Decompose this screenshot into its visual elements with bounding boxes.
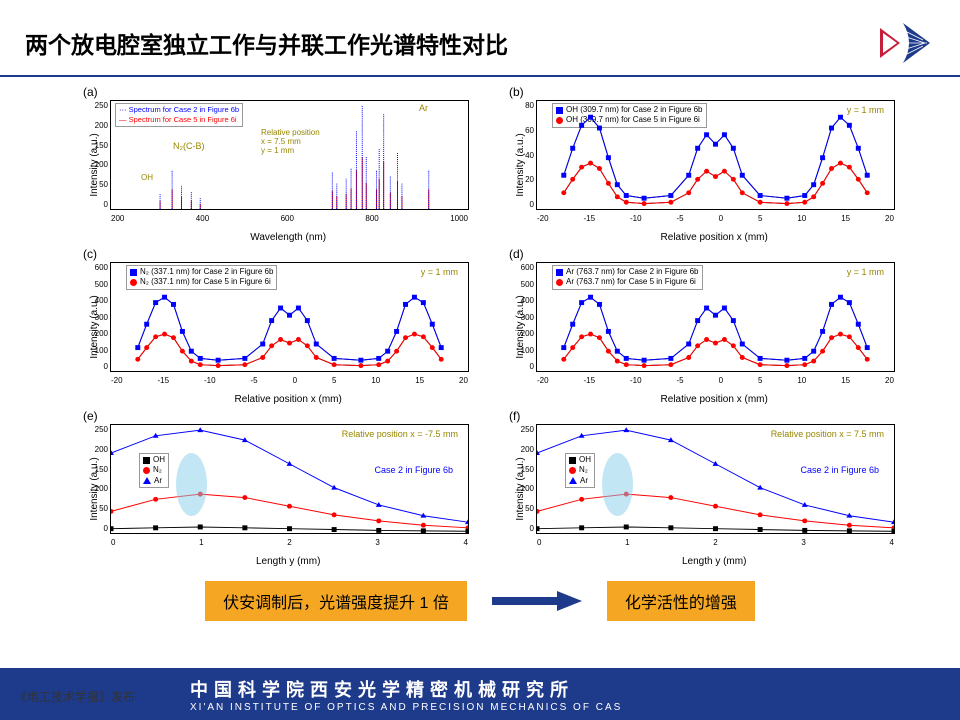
panel-tag: (f) xyxy=(509,409,520,423)
attribution: 《电工技术学报》发布 xyxy=(15,688,135,705)
x-axis-label: Relative position x (mm) xyxy=(661,232,768,243)
panel-tag: (d) xyxy=(509,247,524,261)
x-axis-label: Wavelength (nm) xyxy=(250,232,326,243)
chart-d: (d) Intensity (a.u.) Ar (763.7 nm) for C… xyxy=(481,247,905,407)
x-axis-label: Length y (mm) xyxy=(256,556,320,567)
x-axis-label: Relative position x (mm) xyxy=(661,394,768,405)
charts-grid: (a) Intensity (a.u.) ⋯ Spectrum for Case… xyxy=(0,85,960,569)
panel-tag: (e) xyxy=(83,409,98,423)
summary-box-1: 伏安调制后，光谱强度提升 1 倍 xyxy=(205,581,467,621)
x-axis-label: Length y (mm) xyxy=(682,556,746,567)
chart-f: (f) Intensity (a.u.) OH N₂ Ar Relative p… xyxy=(481,409,905,569)
panel-tag: (b) xyxy=(509,85,524,99)
chart-b: (b) Intensity (a.u.) OH (309.7 nm) for C… xyxy=(481,85,905,245)
institute-logo xyxy=(875,18,935,68)
footer-subtitle: XI'AN INSTITUTE OF OPTICS AND PRECISION … xyxy=(190,702,622,713)
summary-box-2: 化学活性的增强 xyxy=(607,581,755,621)
panel-tag: (a) xyxy=(83,85,98,99)
chart-e: (e) Intensity (a.u.) OH N₂ Ar Relative p… xyxy=(55,409,479,569)
header-divider xyxy=(0,75,960,77)
page-title: 两个放电腔室独立工作与并联工作光谱特性对比 xyxy=(25,26,508,60)
chart-c: (c) Intensity (a.u.) N₂ (337.1 nm) for C… xyxy=(55,247,479,407)
x-axis-label: Relative position x (mm) xyxy=(235,394,342,405)
footer-title: 中国科学院西安光学精密机械研究所 xyxy=(190,676,622,702)
panel-tag: (c) xyxy=(83,247,97,261)
arrow-icon xyxy=(487,589,587,613)
chart-a: (a) Intensity (a.u.) ⋯ Spectrum for Case… xyxy=(55,85,479,245)
footer: 中国科学院西安光学精密机械研究所 XI'AN INSTITUTE OF OPTI… xyxy=(0,668,960,720)
